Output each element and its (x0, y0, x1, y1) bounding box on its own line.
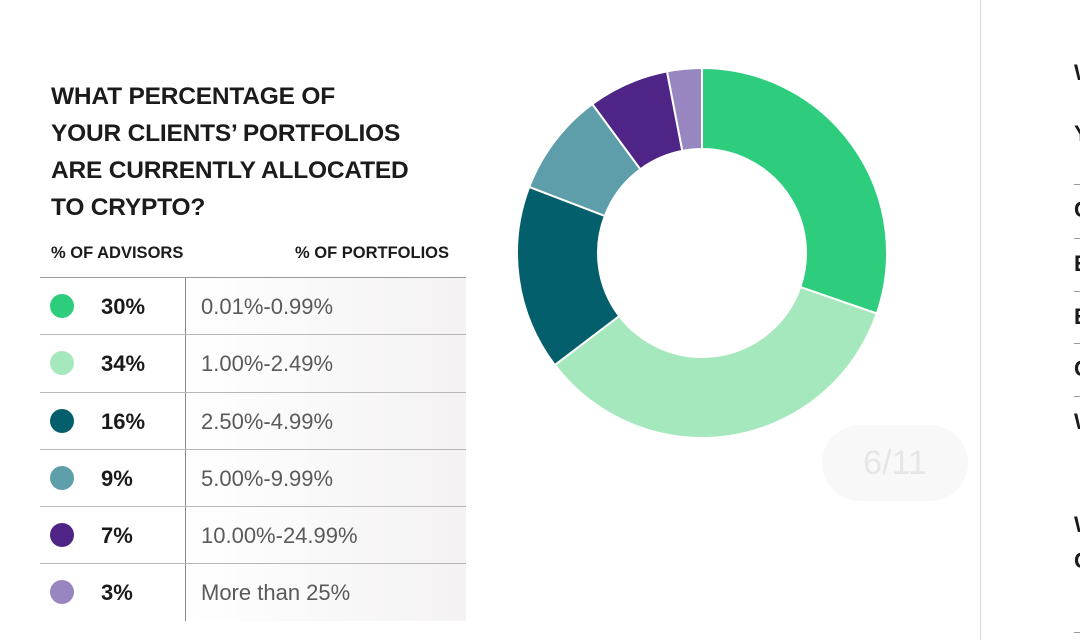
legend-advisor-percent: 30% (101, 294, 146, 319)
right-panel-text: E (1074, 304, 1080, 330)
legend-range-cell: 2.50%-4.99% (185, 392, 466, 449)
right-panel-text: C (1074, 197, 1080, 223)
right-panel-rule (1074, 343, 1080, 344)
legend-row: 3% More than 25% (40, 563, 466, 621)
portfolios-column-header: % OF PORTFOLIOS (295, 244, 450, 262)
right-panel-rule (1074, 184, 1080, 185)
legend-portfolio-range: 2.50%-4.99% (201, 408, 334, 434)
right-panel-text: Y (1074, 121, 1080, 147)
legend-row: 34% 1.00%-2.49% (40, 334, 466, 392)
right-panel-rule (1074, 396, 1080, 397)
right-panel-text: W (1074, 512, 1080, 538)
question-line-1: WHAT PERCENTAGE OF (51, 83, 336, 110)
right-panel-text: W (1074, 409, 1080, 435)
right-panel-text: E (1074, 251, 1080, 277)
advisors-column-header: % OF ADVISORS (51, 244, 184, 262)
legend-color-dot (50, 580, 74, 605)
legend-advisor-percent: 7% (101, 523, 133, 549)
legend-range-cell: More than 25% (185, 564, 466, 621)
page-indicator[interactable]: 6/11 (822, 425, 968, 501)
legend-portfolio-range: 1.00%-2.49% (201, 351, 334, 377)
right-panel-rule (1074, 238, 1080, 239)
right-panel-text: C (1074, 356, 1080, 382)
chart-question-title: WHAT PERCENTAGE OF YOUR CLIENTS’ PORTFOL… (51, 78, 451, 226)
legend-row: 9% 5.00%-9.99% (40, 448, 466, 507)
legend-color-dot (50, 408, 74, 433)
legend-color-dot (50, 294, 74, 318)
legend-color-dot (50, 523, 74, 548)
legend-advisor-percent: 3% (101, 580, 133, 606)
donut-chart (516, 66, 888, 439)
legend-portfolio-range: More than 25% (201, 580, 351, 606)
legend-portfolio-range: 0.01%-0.99% (201, 294, 334, 319)
legend-advisor-percent: 9% (101, 465, 133, 491)
right-panel-text: C (1074, 548, 1080, 574)
legend-advisor-percent: 34% (101, 351, 146, 377)
legend-row: 7% 10.00%-24.99% (40, 506, 466, 564)
question-line-4: TO CRYPTO? (51, 194, 206, 221)
legend-table: 30% 0.01%-0.99% 34% 1.00%-2.49% 16% 2.50… (40, 277, 466, 621)
legend-color-dot (50, 351, 74, 376)
right-column-cutoff: W Y C E E C W W C (980, 0, 1080, 640)
legend-portfolio-range: 10.00%-24.99% (201, 523, 358, 549)
right-panel-rule (1074, 291, 1080, 292)
legend-advisor-percent: 16% (101, 408, 146, 434)
legend-range-cell: 0.01%-0.99% (185, 278, 466, 335)
question-line-2: YOUR CLIENTS’ PORTFOLIOS (51, 120, 401, 147)
legend-row: 30% 0.01%-0.99% (40, 277, 466, 335)
legend-row: 16% 2.50%-4.99% (40, 391, 466, 449)
question-line-3: ARE CURRENTLY ALLOCATED (51, 157, 409, 184)
donut-slice (665, 66, 703, 153)
legend-portfolio-range: 5.00%-9.99% (201, 465, 334, 491)
donut-slice (553, 285, 879, 439)
legend-color-dot (50, 465, 74, 490)
donut-slice (701, 66, 888, 315)
legend-range-cell: 5.00%-9.99% (185, 449, 466, 507)
legend-range-cell: 10.00%-24.99% (185, 507, 466, 564)
right-panel-rule (1074, 632, 1080, 633)
right-panel-text: W (1074, 60, 1080, 86)
legend-range-cell: 1.00%-2.49% (185, 335, 466, 392)
